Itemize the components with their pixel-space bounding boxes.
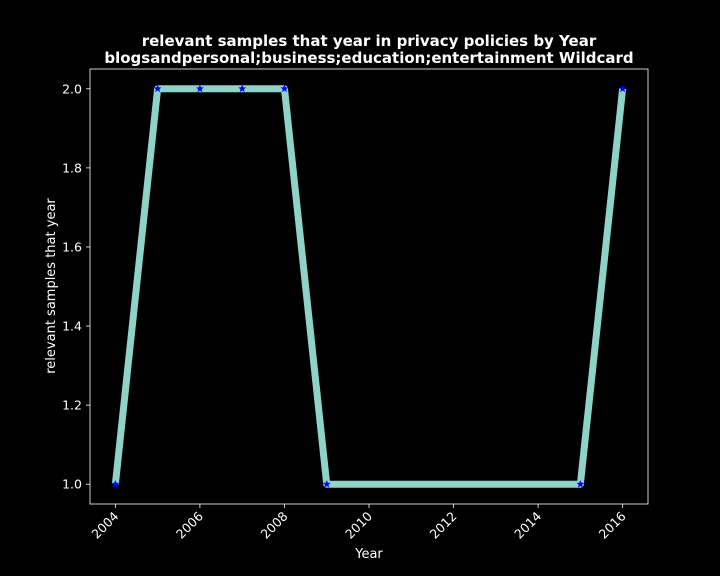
x-axis-label: Year <box>354 547 383 562</box>
series-line <box>111 85 627 488</box>
x-tick-label: 2010 <box>342 508 375 541</box>
x-tick-label: 2012 <box>427 509 460 542</box>
x-tick-label: 2008 <box>257 508 290 541</box>
data-point-marker <box>195 84 205 93</box>
x-axis: 2004 2006 2008 2010 2012 2014 2016 <box>88 504 629 542</box>
chart-title: relevant samples that year in privacy po… <box>142 32 597 50</box>
x-tick-label: 2014 <box>511 508 544 541</box>
y-tick-label: 1.8 <box>62 160 82 175</box>
y-axis-label: relevant samples that year <box>44 198 59 374</box>
data-point-marker <box>153 84 162 93</box>
data-point-marker <box>618 84 627 93</box>
x-tick-label: 2016 <box>596 508 629 541</box>
y-axis: 1.0 1.2 1.4 1.6 1.8 2.0 <box>62 81 90 492</box>
data-point-marker <box>280 84 289 93</box>
x-tick-label: 2004 <box>88 508 121 541</box>
y-tick-label: 1.2 <box>62 398 82 413</box>
plot-area <box>89 68 649 505</box>
data-point-marker <box>322 479 331 488</box>
y-tick-label: 1.6 <box>62 239 82 254</box>
series-layer <box>111 84 627 488</box>
data-point-marker <box>238 84 247 93</box>
data-point-marker <box>576 479 585 488</box>
data-point-marker <box>111 479 120 488</box>
x-tick-label: 2006 <box>173 508 206 541</box>
y-tick-label: 2.0 <box>62 81 82 96</box>
y-tick-label: 1.0 <box>62 477 82 492</box>
y-tick-label: 1.4 <box>62 319 82 334</box>
chart-subtitle: blogsandpersonal;business;education;ente… <box>104 49 633 67</box>
